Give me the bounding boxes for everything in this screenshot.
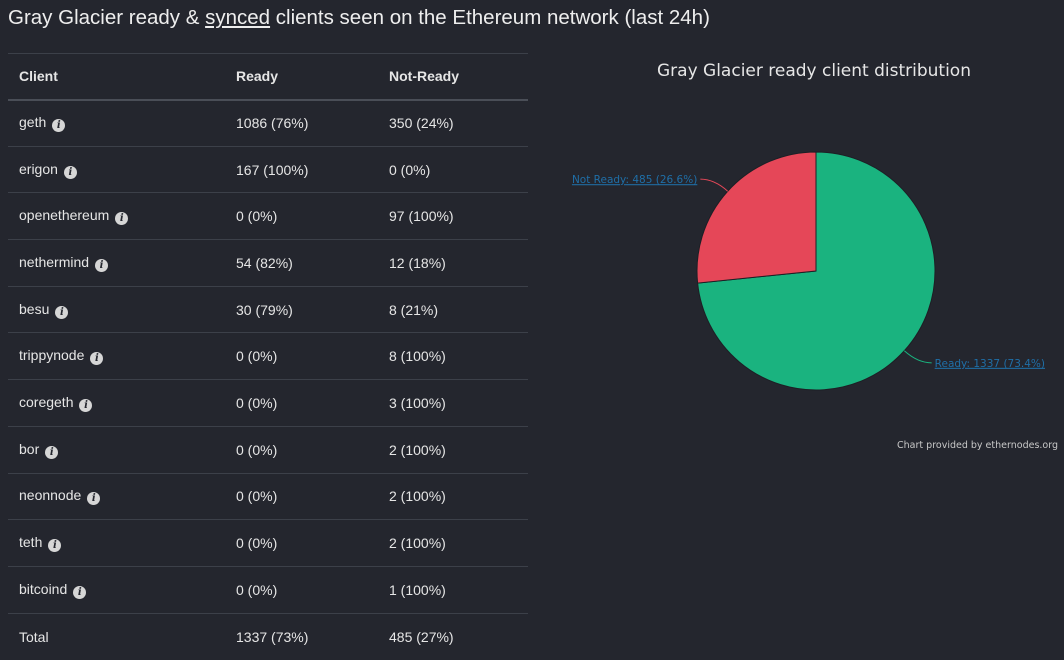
client-cell: bor i [8,425,225,473]
total-label: Total [8,612,225,660]
table-row: bitcoind i 0 (0%) 1 (100%) [8,565,528,614]
not-ready-cell: 0 (0%) [378,145,528,193]
client-name: bor [19,440,40,457]
table-row: trippynode i 0 (0%) 8 (100%) [8,332,528,380]
ready-cell: 0 (0%) [225,379,378,427]
ready-cell: 0 (0%) [225,332,378,380]
client-cell: openethereum i [8,192,225,240]
client-cell: neonnode i [8,472,225,520]
pie-label-ready[interactable]: Ready: 1337 (73.4%) [935,358,1045,370]
client-name: nethermind [19,253,90,270]
table-row: openethereum i 0 (0%) 97 (100%) [8,192,528,240]
client-cell: coregeth i [8,379,225,427]
pie-chart-svg: Gray Glacier ready client distribution R… [572,61,1058,451]
client-cell: geth i [8,99,225,147]
total-ready: 1337 (73%) [225,612,378,660]
info-icon[interactable]: i [115,212,129,226]
table-row: erigon i 167 (100%) 0 (0%) [8,145,528,193]
not-ready-cell: 8 (100%) [378,332,528,380]
pie-label-connector [903,350,932,364]
client-cell: trippynode i [8,332,225,380]
ready-cell: 1086 (76%) [225,99,378,147]
page-title: Gray Glacier ready & synced clients seen… [8,6,710,30]
ready-cell: 0 (0%) [225,519,378,567]
ready-cell: 0 (0%) [225,192,378,240]
ready-cell: 30 (79%) [225,285,378,333]
client-name: besu [19,300,50,317]
not-ready-cell: 1 (100%) [378,565,528,614]
total-not-ready: 485 (27%) [378,612,528,660]
info-icon[interactable]: i [90,352,104,366]
table-row: teth i 0 (0%) 2 (100%) [8,519,528,567]
info-icon[interactable]: i [87,492,101,506]
table-row: besu i 30 (79%) 8 (21%) [8,285,528,333]
pie-label-not-ready[interactable]: Not Ready: 485 (26.6%) [572,174,697,186]
info-icon[interactable]: i [55,305,69,319]
client-name: openethereum [19,207,110,224]
not-ready-cell: 2 (100%) [378,472,528,520]
table-row: bor i 0 (0%) 2 (100%) [8,425,528,473]
info-icon[interactable]: i [79,398,93,412]
client-name: erigon [19,160,58,177]
total-row: Total 1337 (73%) 485 (27%) [8,612,528,660]
client-name: trippynode [19,347,85,364]
not-ready-cell: 8 (21%) [378,285,528,333]
not-ready-cell: 12 (18%) [378,239,528,287]
info-icon[interactable]: i [73,585,87,599]
table-row: coregeth i 0 (0%) 3 (100%) [8,379,528,427]
info-icon[interactable]: i [95,258,109,272]
client-cell: erigon i [8,145,225,193]
title-text-before: Gray Glacier ready & [8,6,206,29]
client-name: bitcoind [19,580,68,597]
client-cell: teth i [8,519,225,567]
table-row: neonnode i 0 (0%) 2 (100%) [8,472,528,520]
pie-label-connector [700,178,729,192]
chart-credit: Chart provided by ethernodes.org [897,440,1058,451]
table-row: nethermind i 54 (82%) 12 (18%) [8,239,528,287]
ready-cell: 0 (0%) [225,472,378,520]
ready-cell: 54 (82%) [225,239,378,287]
info-icon[interactable]: i [48,539,62,553]
ready-cell: 0 (0%) [225,565,378,614]
not-ready-cell: 350 (24%) [378,99,528,147]
client-name: geth [19,114,47,131]
client-name: teth [19,534,43,551]
pie-chart: Gray Glacier ready client distribution R… [540,53,1064,463]
ready-column-header: Ready [225,53,378,101]
client-cell: bitcoind i [8,565,225,614]
pie-slice-not-ready[interactable] [696,151,817,284]
info-icon[interactable]: i [63,165,77,179]
not-ready-cell: 2 (100%) [378,425,528,473]
ready-cell: 0 (0%) [225,425,378,473]
synced-link[interactable]: synced [205,6,271,29]
client-column-header: Client [8,53,225,101]
not-ready-cell: 3 (100%) [378,379,528,427]
client-cell: nethermind i [8,239,225,287]
chart-title: Gray Glacier ready client distribution [657,61,971,81]
not-ready-column-header: Not-Ready [378,53,528,101]
info-icon[interactable]: i [45,445,59,459]
not-ready-cell: 2 (100%) [378,519,528,567]
table-row: geth i 1086 (76%) 350 (24%) [8,99,528,147]
client-cell: besu i [8,285,225,333]
clients-table: Client Ready Not-Ready geth i 1086 (76%) 35… [8,53,528,660]
client-name: neonnode [19,487,82,504]
ready-cell: 167 (100%) [225,145,378,193]
client-name: coregeth [19,393,74,410]
table-header-row: Client Ready Not-Ready [8,53,528,101]
not-ready-cell: 97 (100%) [378,192,528,240]
title-text-after: clients seen on the Ethereum network (la… [270,6,710,29]
info-icon[interactable]: i [52,119,66,133]
